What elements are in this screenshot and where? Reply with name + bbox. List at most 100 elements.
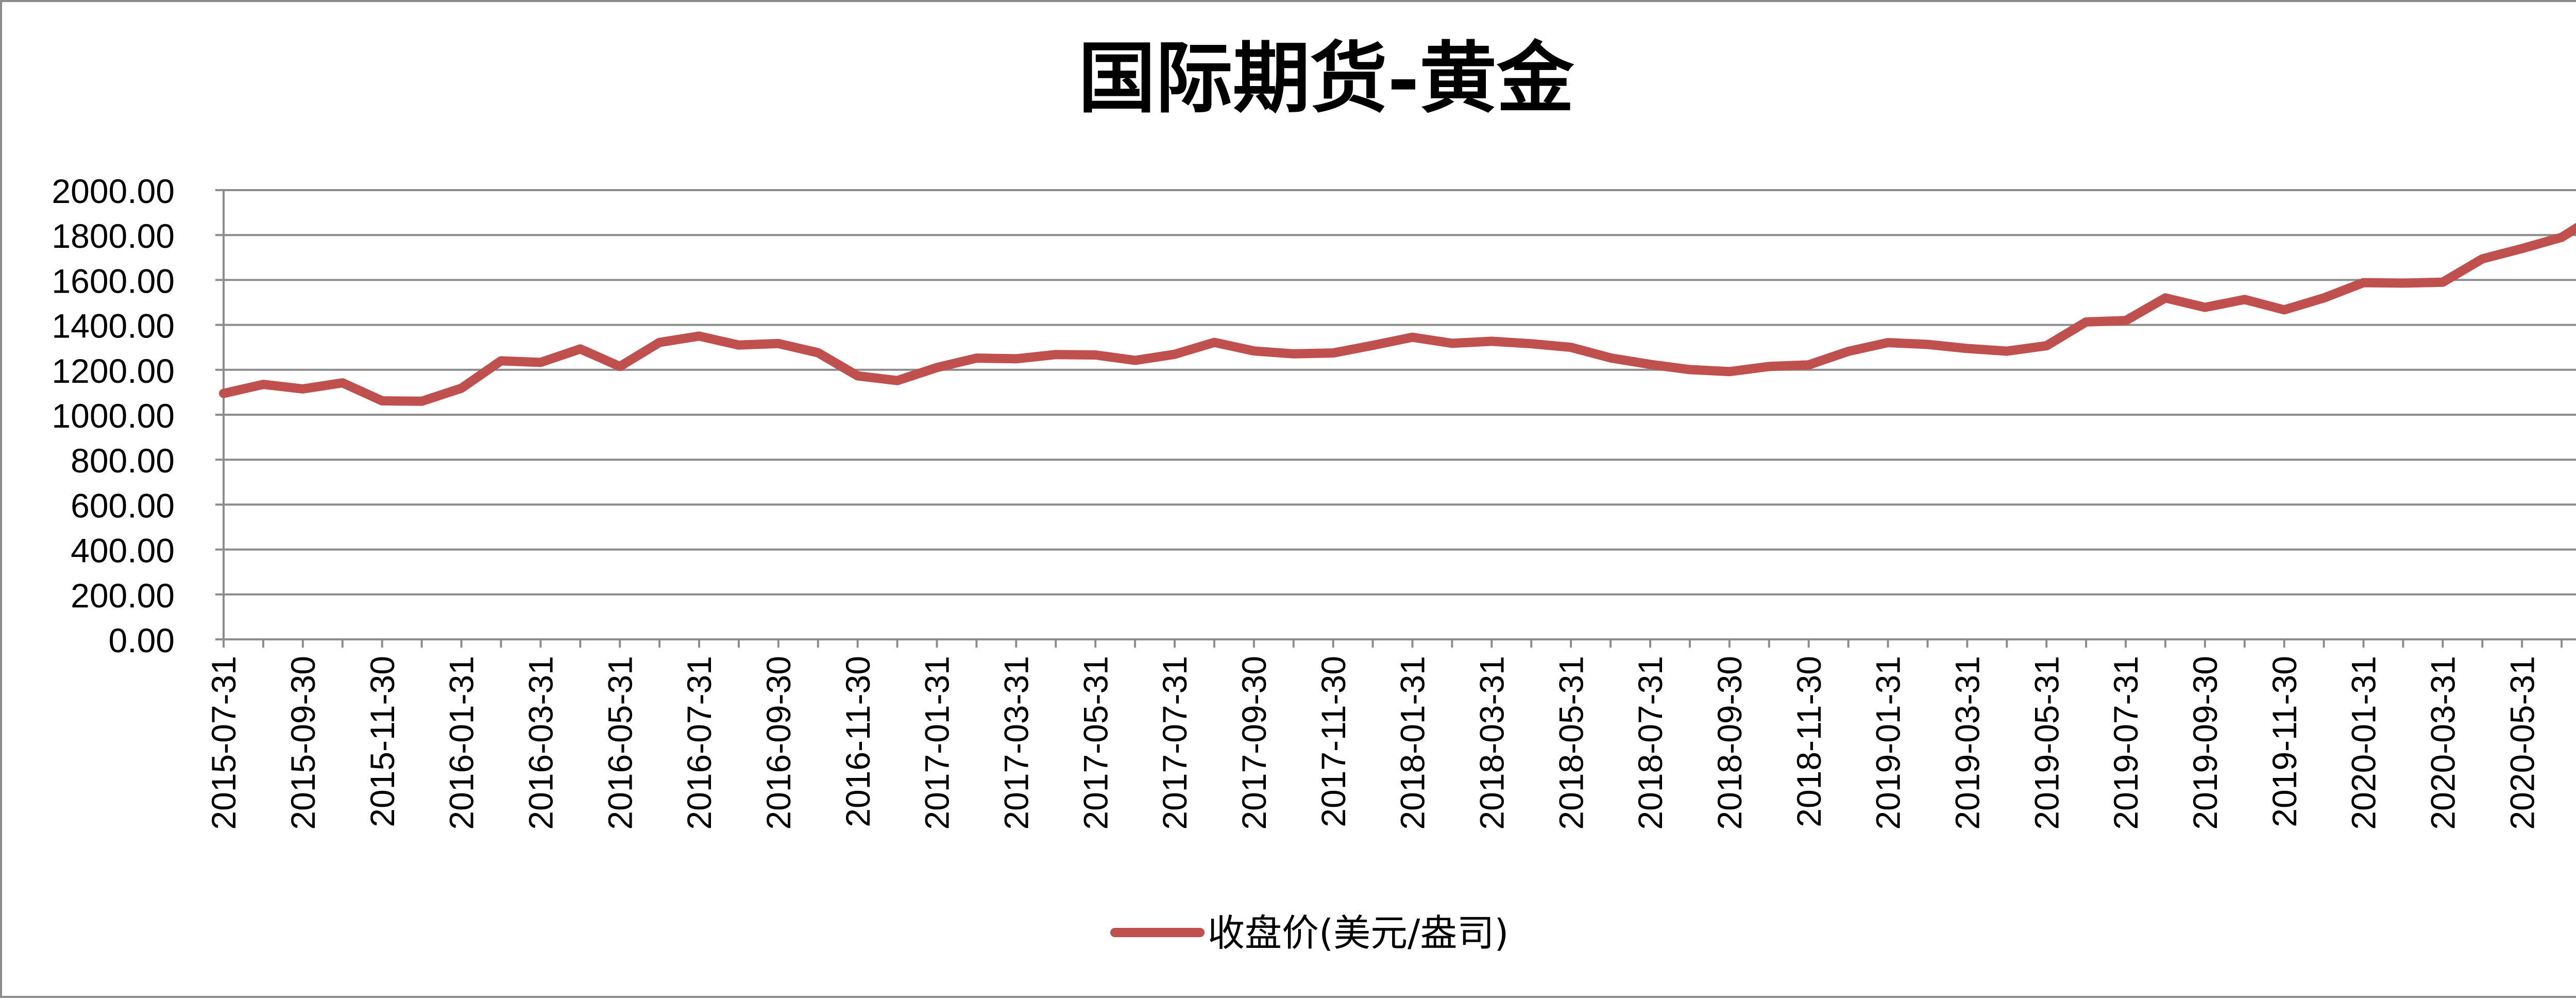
- data-point: [1886, 341, 1890, 345]
- x-tick-label: 2020-05-31: [2503, 656, 2541, 830]
- x-tick-label: 2016-03-31: [521, 656, 560, 830]
- data-point: [1291, 351, 1296, 356]
- data-point: [2520, 246, 2524, 251]
- x-tick-label: 2017-01-31: [918, 656, 956, 830]
- x-tick-label: 2018-09-30: [1710, 656, 1749, 830]
- x-tick-label: 2016-01-31: [443, 656, 481, 830]
- x-tick-label: 2016-09-30: [759, 656, 798, 830]
- series-layer: [219, 223, 2576, 406]
- x-tick-label: 2019-11-30: [2265, 656, 2303, 827]
- data-point: [1569, 345, 1573, 350]
- x-tick-label: 2020-03-31: [2424, 656, 2462, 830]
- data-point: [2242, 297, 2247, 302]
- data-point: [1450, 341, 1454, 346]
- data-point: [657, 340, 662, 345]
- data-point: [1212, 340, 1216, 345]
- x-tick-label: 2017-03-31: [997, 656, 1035, 830]
- x-axis-ticks: 2015-07-31 2015-09-30 2015-11-30 2016-01-31…: [205, 639, 2563, 830]
- x-tick-label: 2019-01-31: [1869, 656, 1907, 830]
- x-tick-label: 2016-11-30: [839, 656, 877, 827]
- data-point: [538, 360, 543, 365]
- x-tick-label: 2018-11-30: [1790, 656, 1828, 827]
- data-point: [2282, 308, 2286, 312]
- x-tick-label: 2020-01-31: [2345, 656, 2383, 830]
- data-point: [855, 374, 860, 378]
- x-tick-label: 2019-03-31: [1948, 656, 1986, 830]
- data-point: [2044, 344, 2049, 348]
- data-point: [895, 378, 900, 383]
- y-tick-label: 1800.00: [52, 217, 175, 255]
- legend: 收盘价(美元/盎司): [1110, 911, 1509, 955]
- data-point: [2560, 235, 2564, 240]
- series-line: [219, 223, 2576, 406]
- data-point: [2202, 305, 2207, 310]
- data-point: [697, 334, 701, 338]
- x-tick-label: 2017-07-31: [1156, 656, 1194, 830]
- x-tick-label: 2015-11-30: [363, 656, 401, 827]
- y-tick-label: 400.00: [71, 532, 175, 570]
- x-tick-label: 2018-01-31: [1394, 656, 1432, 830]
- y-axis-ticks: 0.00 200.00 400.00 600.00 800.00 1000.00 1200.…: [52, 172, 224, 659]
- data-point: [2163, 296, 2167, 300]
- data-point: [459, 386, 464, 391]
- data-point: [1608, 355, 1613, 360]
- x-tick-label: 2018-07-31: [1631, 656, 1669, 830]
- data-point: [974, 356, 979, 361]
- data-point: [1806, 363, 1811, 367]
- x-tick-label: 2018-05-31: [1552, 656, 1590, 830]
- chart-title: 国际期货-黄金: [1078, 33, 1574, 124]
- x-tick-label: 2015-07-31: [205, 656, 243, 830]
- data-point: [2124, 318, 2128, 323]
- x-tick-label: 2019-05-31: [2027, 656, 2065, 830]
- data-point: [1965, 346, 1970, 351]
- data-point: [2441, 280, 2445, 284]
- y-tick-label: 1600.00: [52, 262, 175, 300]
- data-point: [1133, 358, 1138, 363]
- data-point: [1173, 352, 1177, 357]
- data-point: [776, 341, 781, 346]
- data-point: [2084, 319, 2089, 324]
- data-point: [1054, 352, 1058, 357]
- x-tick-label: 2017-05-31: [1076, 656, 1114, 830]
- data-point: [1014, 357, 1019, 361]
- x-tick-label: 2015-09-30: [284, 656, 322, 830]
- y-tick-label: 200.00: [71, 577, 175, 615]
- data-point: [340, 381, 345, 385]
- gridlines: [224, 189, 2576, 596]
- y-tick-label: 600.00: [71, 486, 175, 524]
- x-tick-label: 2016-05-31: [601, 656, 639, 830]
- data-point: [618, 364, 622, 369]
- x-tick-label: 2018-03-31: [1472, 656, 1511, 830]
- data-point: [1529, 342, 1534, 346]
- data-point: [736, 343, 741, 347]
- data-point: [2401, 281, 2405, 285]
- y-tick-label: 0.00: [109, 621, 175, 659]
- data-point: [816, 350, 820, 355]
- data-point: [2321, 296, 2326, 300]
- data-point: [1410, 335, 1415, 340]
- data-point: [1093, 353, 1098, 358]
- y-tick-label: 1000.00: [52, 397, 175, 435]
- data-point: [2361, 280, 2366, 285]
- data-point: [1925, 342, 1930, 347]
- y-tick-label: 1400.00: [52, 307, 175, 345]
- data-point: [1331, 351, 1335, 355]
- data-point: [578, 347, 583, 351]
- y-tick-label: 2000.00: [52, 172, 175, 210]
- data-point: [2480, 257, 2485, 261]
- data-point: [1727, 369, 1732, 374]
- x-tick-label: 2017-11-30: [1314, 656, 1352, 827]
- data-point: [935, 365, 939, 370]
- y-tick-label: 800.00: [71, 442, 175, 480]
- x-tick-label: 2017-09-30: [1235, 656, 1273, 830]
- data-point: [499, 359, 503, 363]
- data-point: [261, 382, 265, 387]
- data-point: [300, 386, 305, 391]
- legend-label: 收盘价(美元/盎司): [1208, 911, 1509, 955]
- data-point: [1489, 339, 1494, 344]
- data-point: [380, 398, 384, 403]
- data-point: [2005, 349, 2009, 353]
- y-tick-label: 1200.00: [52, 352, 175, 390]
